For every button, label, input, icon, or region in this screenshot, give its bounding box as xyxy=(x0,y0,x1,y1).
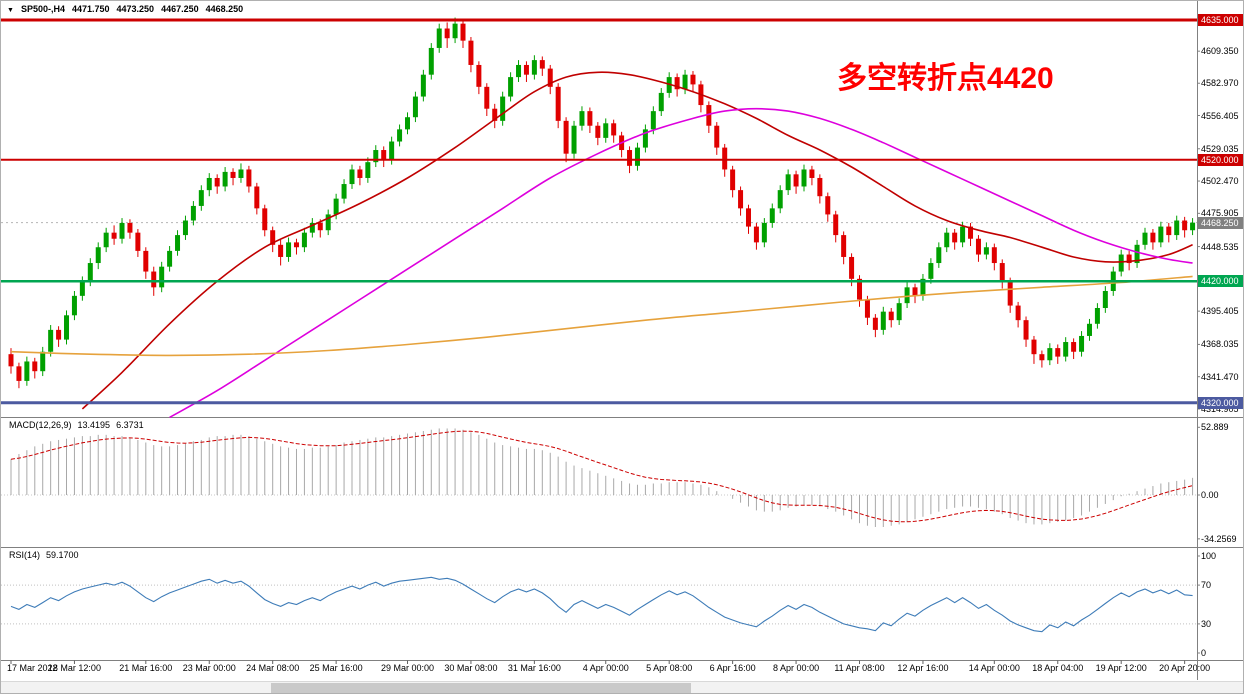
rsi-axis-label: 70 xyxy=(1201,580,1212,591)
symbol-period-label: SP500-,H4 xyxy=(20,4,65,14)
time-axis-label: 12 Apr 16:00 xyxy=(897,663,949,673)
macd-axis-label: 0.00 xyxy=(1201,490,1219,500)
time-axis-label: 23 Mar 00:00 xyxy=(182,663,236,673)
time-axis-label: 25 Mar 16:00 xyxy=(309,663,363,673)
macd-axis-label: 52.889 xyxy=(1201,422,1229,433)
ohlc-open-value: 4471.750 xyxy=(71,4,110,14)
chart-annotation-text[interactable]: 多空转折点4420 xyxy=(837,62,1054,95)
price-axis-label: 4368.035 xyxy=(1201,339,1239,350)
rsi-axis-label: 100 xyxy=(1201,551,1217,561)
ohlc-low-value: 4467.250 xyxy=(161,4,199,14)
time-axis-label: 4 Apr 00:00 xyxy=(582,663,629,673)
time-axis-label: 20 Apr 20:00 xyxy=(1159,663,1211,673)
price-axis-label: 4582.970 xyxy=(1201,78,1239,89)
price-axis-label: 4556.405 xyxy=(1201,110,1239,121)
horizontal-scrollbar[interactable] xyxy=(1,681,1243,693)
price-axis-label: 4341.470 xyxy=(1201,371,1239,382)
price-axis-label: 4609.350 xyxy=(1201,46,1239,57)
ma-fast-red xyxy=(81,71,1193,410)
current-price-tag: 4468.250 xyxy=(1198,216,1243,229)
rsi-name: RSI(14) xyxy=(9,550,41,560)
price-axis-label: 4395.405 xyxy=(1201,306,1239,317)
time-axis-label: 18 Mar 12:00 xyxy=(47,663,101,673)
time-axis-label: 11 Apr 08:00 xyxy=(834,663,885,673)
ma-mid-magenta xyxy=(169,107,1193,419)
time-axis-label: 24 Mar 08:00 xyxy=(246,663,300,673)
macd-axis-label: -34.2569 xyxy=(1201,533,1237,544)
price-axis-label: 4448.535 xyxy=(1201,241,1239,252)
ma-slow-orange xyxy=(10,275,1193,357)
collapse-arrow-icon[interactable]: ▼ xyxy=(7,7,14,14)
chart-canvas[interactable] xyxy=(1,1,1244,680)
macd-signal-value: 6.3731 xyxy=(116,420,144,430)
time-axis-label: 5 Apr 08:00 xyxy=(646,663,693,673)
price-axis-label: 4529.035 xyxy=(1201,143,1239,154)
price-level-tag: 4520.000 xyxy=(1198,153,1243,166)
rsi-indicator-label: RSI(14) 59.1700 xyxy=(9,550,85,560)
time-axis-label: 29 Mar 00:00 xyxy=(380,663,435,673)
ohlc-close-value: 4468.250 xyxy=(205,4,244,14)
time-axis-label: 21 Mar 16:00 xyxy=(119,663,173,673)
price-axis-label: 4314.905 xyxy=(1201,403,1239,414)
time-axis-label: 14 Apr 00:00 xyxy=(968,663,1020,673)
macd-main-value: 13.4195 xyxy=(77,420,111,430)
time-axis-label: 18 Apr 04:00 xyxy=(1032,663,1084,673)
price-axis-label: 4502.470 xyxy=(1201,176,1239,187)
rsi-axis-label: 30 xyxy=(1201,618,1212,629)
price-axis-label: 4475.905 xyxy=(1201,208,1239,219)
scrollbar-thumb[interactable] xyxy=(271,683,691,693)
rsi-axis-label: 0 xyxy=(1201,648,1207,658)
time-axis-label: 17 Mar 2022 xyxy=(7,663,58,673)
time-axis-label: 30 Mar 08:00 xyxy=(444,663,498,673)
time-axis-label: 8 Apr 00:00 xyxy=(773,663,820,673)
symbol-info-bar: ▼ SP500-,H4 4471.750 4473.250 4467.250 4468.2… xyxy=(7,4,250,14)
price-level-tag: 4420.000 xyxy=(1198,275,1243,288)
macd-indicator-label: MACD(12,26,9) 13.4195 6.3731 xyxy=(9,420,150,430)
rsi-value: 59.1700 xyxy=(46,550,79,560)
time-axis-label: 19 Apr 12:00 xyxy=(1095,663,1147,673)
ohlc-high-value: 4473.250 xyxy=(116,4,155,14)
time-axis-label: 6 Apr 16:00 xyxy=(709,663,756,673)
macd-name: MACD(12,26,9) xyxy=(9,420,72,430)
time-axis-label: 31 Mar 16:00 xyxy=(507,663,561,673)
price-level-tag: 4320.000 xyxy=(1198,396,1243,409)
price-level-tag: 4635.000 xyxy=(1198,14,1243,26)
